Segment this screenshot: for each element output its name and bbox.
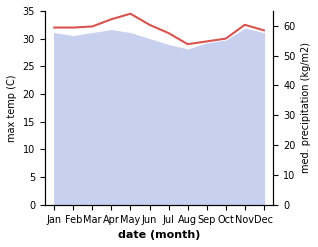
X-axis label: date (month): date (month) xyxy=(118,230,200,240)
Y-axis label: med. precipitation (kg/m2): med. precipitation (kg/m2) xyxy=(301,42,311,173)
Y-axis label: max temp (C): max temp (C) xyxy=(7,74,17,142)
